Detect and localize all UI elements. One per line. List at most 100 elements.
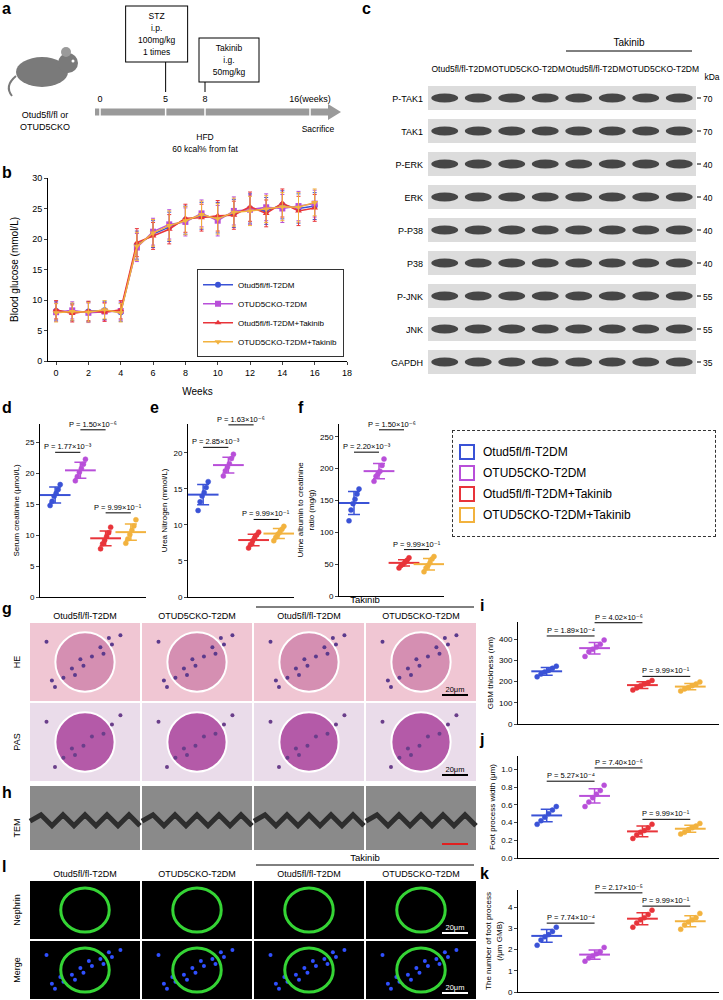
- svg-text:Otud5fl/fl-T2DM: Otud5fl/fl-T2DM: [53, 869, 117, 879]
- svg-text:3: 3: [508, 924, 513, 933]
- svg-text:Otud5fl/fl or: Otud5fl/fl or: [22, 110, 69, 120]
- svg-text:Nephrin: Nephrin: [12, 894, 22, 926]
- svg-text:ERK: ERK: [404, 193, 423, 203]
- svg-text:20: 20: [173, 449, 182, 458]
- svg-text:100: 100: [320, 528, 334, 537]
- svg-text:i.g.: i.g.: [223, 55, 234, 65]
- svg-text:35: 35: [703, 358, 713, 368]
- svg-text:100: 100: [499, 699, 513, 708]
- svg-text:P-JNK: P-JNK: [397, 292, 423, 302]
- svg-text:Otud5fl/fl-T2DM: Otud5fl/fl-T2DM: [277, 869, 341, 879]
- svg-text:400: 400: [499, 635, 513, 644]
- svg-text:70: 70: [703, 127, 713, 137]
- svg-text:0: 0: [508, 988, 513, 997]
- svg-text:Weeks: Weeks: [182, 386, 212, 397]
- svg-text:P = 9.99×10⁻¹: P = 9.99×10⁻¹: [94, 503, 142, 512]
- svg-text:P = 1.50×10⁻⁶: P = 1.50×10⁻⁶: [368, 420, 416, 429]
- svg-text:Sacrifice: Sacrifice: [302, 124, 335, 134]
- svg-text:20: 20: [32, 234, 42, 244]
- svg-text:10: 10: [173, 521, 182, 530]
- svg-text:Otud5fl/fl-T2DM: Otud5fl/fl-T2DM: [277, 611, 341, 621]
- svg-text:f: f: [298, 399, 304, 416]
- svg-text:20μm: 20μm: [446, 685, 465, 694]
- svg-text:Takinib: Takinib: [350, 852, 380, 863]
- svg-text:P = 2.85×10⁻³: P = 2.85×10⁻³: [192, 437, 240, 446]
- svg-text:Urine albumin to creatininerat: Urine albumin to creatinineratio (mg/g): [296, 462, 315, 558]
- svg-text:14: 14: [277, 368, 287, 378]
- svg-text:P-ERK: P-ERK: [395, 160, 423, 170]
- svg-text:16(weeks): 16(weeks): [289, 94, 331, 104]
- svg-text:Otud5fl/fl-T2DM: Otud5fl/fl-T2DM: [432, 64, 492, 74]
- svg-text:P = 2.20×10⁻³: P = 2.20×10⁻³: [343, 442, 391, 451]
- svg-text:The number of foot process(/μm: The number of foot process(/μm GMB): [484, 892, 503, 990]
- svg-text:OTUD5CKO-T2DM: OTUD5CKO-T2DM: [382, 869, 460, 879]
- svg-text:P-P38: P-P38: [398, 226, 423, 236]
- svg-text:0: 0: [30, 593, 35, 602]
- svg-text:0: 0: [97, 94, 102, 104]
- svg-text:P = 9.99×10⁻¹: P = 9.99×10⁻¹: [642, 666, 690, 675]
- svg-text:P = 5.27×10⁻⁴: P = 5.27×10⁻⁴: [547, 771, 595, 780]
- svg-text:0.6: 0.6: [501, 801, 513, 810]
- svg-text:2: 2: [86, 368, 91, 378]
- svg-text:0.8: 0.8: [501, 783, 513, 792]
- svg-text:Otud5fl/fl-T2DM: Otud5fl/fl-T2DM: [53, 611, 117, 621]
- svg-text:i.p.: i.p.: [151, 23, 162, 33]
- svg-text:0: 0: [37, 356, 42, 366]
- svg-text:55: 55: [703, 292, 713, 302]
- svg-text:20μm: 20μm: [446, 765, 465, 774]
- svg-text:P = 9.99×10⁻¹: P = 9.99×10⁻¹: [393, 540, 441, 549]
- svg-text:Blood glucose (mmol/L): Blood glucose (mmol/L): [9, 217, 20, 322]
- svg-text:Otud5fl/fl-T2DM: Otud5fl/fl-T2DM: [238, 281, 295, 290]
- svg-text:0: 0: [178, 593, 183, 602]
- svg-text:JNK: JNK: [406, 325, 423, 335]
- svg-text:25: 25: [25, 438, 34, 447]
- svg-text:P = 9.99×10⁻¹: P = 9.99×10⁻¹: [242, 509, 290, 518]
- svg-text:c: c: [362, 0, 371, 17]
- svg-text:100mg/kg: 100mg/kg: [138, 35, 176, 45]
- svg-text:Takinib: Takinib: [350, 594, 380, 605]
- svg-text:P-TAK1: P-TAK1: [392, 94, 423, 104]
- svg-text:P = 9.99×10⁻¹: P = 9.99×10⁻¹: [642, 896, 690, 905]
- svg-text:Urea Nitrogen (mmol/L): Urea Nitrogen (mmol/L): [160, 468, 169, 552]
- svg-text:P = 1.77×10⁻³: P = 1.77×10⁻³: [44, 442, 92, 451]
- svg-text:4: 4: [508, 903, 513, 912]
- svg-text:PAS: PAS: [12, 733, 22, 750]
- svg-text:50: 50: [324, 560, 333, 569]
- svg-text:OTUD5CKO-T2DM: OTUD5CKO-T2DM: [158, 611, 236, 621]
- svg-text:10: 10: [32, 295, 42, 305]
- svg-text:8: 8: [183, 368, 188, 378]
- svg-text:0.0: 0.0: [501, 854, 513, 863]
- svg-text:1: 1: [508, 967, 513, 976]
- svg-text:5: 5: [178, 557, 183, 566]
- svg-text:70: 70: [703, 94, 713, 104]
- svg-text:50mg/kg: 50mg/kg: [213, 67, 246, 77]
- svg-text:a: a: [2, 0, 11, 17]
- svg-text:20: 20: [25, 469, 34, 478]
- svg-text:0.2: 0.2: [501, 836, 513, 845]
- svg-text:P = 1.63×10⁻⁶: P = 1.63×10⁻⁶: [217, 415, 265, 424]
- svg-text:P = 1.89×10⁻⁴: P = 1.89×10⁻⁴: [547, 626, 595, 635]
- svg-text:200: 200: [499, 677, 513, 686]
- svg-text:Otud5fl/fl-T2DM+Takinib: Otud5fl/fl-T2DM+Takinib: [238, 319, 325, 328]
- svg-text:15: 15: [25, 500, 34, 509]
- svg-text:OTUD5CKO-T2DM: OTUD5CKO-T2DM: [238, 300, 307, 309]
- svg-text:0: 0: [329, 592, 334, 601]
- svg-text:GAPDH: GAPDH: [391, 358, 423, 368]
- svg-text:k: k: [480, 865, 489, 882]
- svg-text:12: 12: [245, 368, 255, 378]
- svg-text:40: 40: [703, 160, 713, 170]
- svg-text:20μm: 20μm: [446, 983, 465, 992]
- svg-text:g: g: [2, 600, 12, 617]
- svg-text:25: 25: [32, 204, 42, 214]
- svg-text:200: 200: [320, 464, 334, 473]
- svg-text:Merge: Merge: [12, 957, 22, 983]
- svg-text:Serum creatinine (μmol/L): Serum creatinine (μmol/L): [12, 464, 21, 557]
- svg-text:P = 2.17×10⁻⁵: P = 2.17×10⁻⁵: [595, 883, 643, 892]
- svg-text:b: b: [2, 164, 12, 181]
- svg-text:10: 10: [213, 368, 223, 378]
- svg-text:P = 9.99×10⁻¹: P = 9.99×10⁻¹: [642, 809, 690, 818]
- svg-text:OTUD5CKO-T2DM+Takinib: OTUD5CKO-T2DM+Takinib: [238, 338, 337, 347]
- svg-text:6: 6: [151, 368, 156, 378]
- svg-text:15: 15: [173, 485, 182, 494]
- svg-text:1 times: 1 times: [143, 47, 170, 57]
